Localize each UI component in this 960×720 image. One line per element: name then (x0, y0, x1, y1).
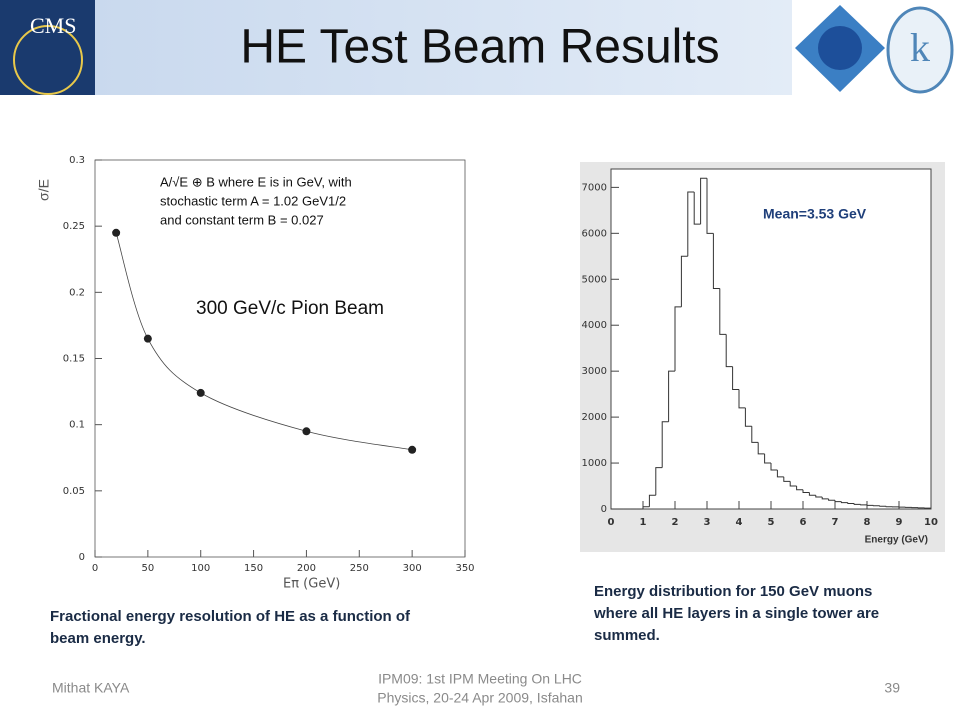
histogram-bin (828, 498, 835, 501)
footer-event: IPM09: 1st IPM Meeting On LHC (378, 671, 582, 687)
caption-right: summed. (594, 627, 660, 644)
histogram-bin (802, 489, 810, 493)
histogram-bin (815, 495, 823, 498)
fit-curve (115, 232, 413, 451)
histogram-bin (821, 497, 829, 500)
x-tick-label: 2 (672, 517, 679, 528)
x-tick-label: 0 (92, 563, 98, 574)
x-tick-label: 4 (736, 517, 743, 528)
caption-right: Energy distribution for 150 GeV muons (594, 583, 872, 600)
kafkas-logo-k: k (910, 25, 930, 70)
histogram-bin (655, 467, 663, 496)
x-tick-label: 100 (191, 563, 210, 574)
kafkas-logo (886, 6, 954, 94)
y-tick-label: 2000 (582, 412, 607, 423)
histogram-bin (808, 492, 816, 496)
histogram-bin (757, 442, 765, 455)
x-tick-label: 300 (403, 563, 422, 574)
histogram-bin (738, 389, 746, 409)
x-axis-label: Eπ (GeV) (283, 577, 340, 592)
title-bar (95, 0, 792, 95)
y-tick-label: 7000 (582, 182, 607, 193)
annotation-beam: 300 GeV/c Pion Beam (196, 298, 384, 319)
x-tick-label: 5 (768, 517, 775, 528)
data-point (408, 445, 417, 454)
histogram-bin (751, 426, 759, 443)
caption-left: Fractional energy resolution of HE as a … (50, 608, 411, 625)
annotation: A/√E ⊕ B where E is in GeV, with (160, 174, 352, 189)
histogram-bin (789, 481, 797, 487)
histogram-bin (840, 501, 848, 504)
data-point (302, 427, 311, 436)
y-tick-label: 6000 (582, 228, 607, 239)
annotation-mean: Mean=3.53 GeV (763, 206, 867, 222)
histogram-bin (776, 469, 784, 478)
histogram-bin (706, 178, 714, 234)
slide-title: HE Test Beam Results (240, 21, 719, 74)
x-tick-label: 200 (297, 563, 316, 574)
y-tick-label: 0.25 (63, 221, 85, 232)
cms-logo-ring (13, 25, 83, 95)
histogram-bin (725, 334, 733, 368)
histogram-bin (661, 421, 669, 468)
data-point (143, 334, 152, 343)
data-point (196, 388, 205, 397)
histogram-bin (668, 370, 675, 422)
histogram-bin (700, 177, 707, 225)
caption-left: beam energy. (50, 630, 146, 647)
data-point (112, 228, 121, 237)
histogram-bin (770, 463, 778, 471)
caption-right: where all HE layers in a single tower ar… (593, 605, 879, 622)
y-tick-label: 0 (601, 504, 607, 515)
x-tick-label: 350 (455, 563, 474, 574)
y-tick-label: 5000 (582, 274, 607, 285)
histogram-bin (847, 502, 855, 504)
y-tick-label: 0.05 (63, 486, 85, 497)
y-tick-label: 0.15 (63, 354, 85, 365)
x-axis-label: Energy (GeV) (865, 535, 928, 546)
histogram-bin (642, 506, 650, 509)
y-tick-label: 0.1 (69, 420, 85, 431)
y-tick-label: 1000 (582, 458, 607, 469)
histogram-bin (834, 500, 842, 503)
histogram-bin (693, 191, 701, 225)
y-tick-label: 0 (79, 552, 85, 563)
y-tick-label: 0.2 (69, 287, 85, 298)
histogram-bin (680, 255, 688, 307)
footer-event: Physics, 20-24 Apr 2009, Isfahan (377, 690, 582, 706)
footer-page: 39 (884, 680, 900, 696)
x-tick-label: 6 (800, 517, 807, 528)
histogram-bin (853, 503, 861, 505)
y-tick-label: 0.3 (69, 155, 85, 166)
histogram-bin (744, 407, 752, 427)
ipm-logo-inner (818, 26, 862, 70)
histogram-bin (783, 476, 791, 482)
histogram-bin (687, 191, 695, 257)
histogram-bin (719, 288, 727, 335)
histogram-bin (648, 494, 656, 507)
annotation: stochastic term A = 1.02 GeV1/2 (160, 193, 346, 208)
y-axis-label: σ/E (36, 179, 52, 201)
histogram-bin (764, 453, 771, 464)
x-tick-label: 8 (864, 517, 871, 528)
x-tick-label: 0 (608, 517, 615, 528)
footer-author: Mithat KAYA (52, 680, 130, 696)
x-tick-label: 7 (832, 517, 839, 528)
x-tick-label: 250 (350, 563, 369, 574)
histogram-bin (712, 233, 720, 289)
histogram-bin (796, 486, 803, 491)
annotation: and constant term B = 0.027 (160, 212, 324, 227)
cms-logo-text: CMS (30, 13, 76, 38)
histogram-bin (674, 306, 682, 372)
x-tick-label: 1 (640, 517, 647, 528)
x-tick-label: 10 (924, 517, 938, 528)
y-tick-label: 3000 (582, 366, 607, 377)
x-tick-label: 50 (141, 563, 154, 574)
x-tick-label: 9 (896, 517, 903, 528)
x-tick-label: 3 (704, 517, 711, 528)
y-tick-label: 4000 (582, 320, 607, 331)
x-tick-label: 150 (244, 563, 263, 574)
histogram-bin (732, 366, 739, 391)
